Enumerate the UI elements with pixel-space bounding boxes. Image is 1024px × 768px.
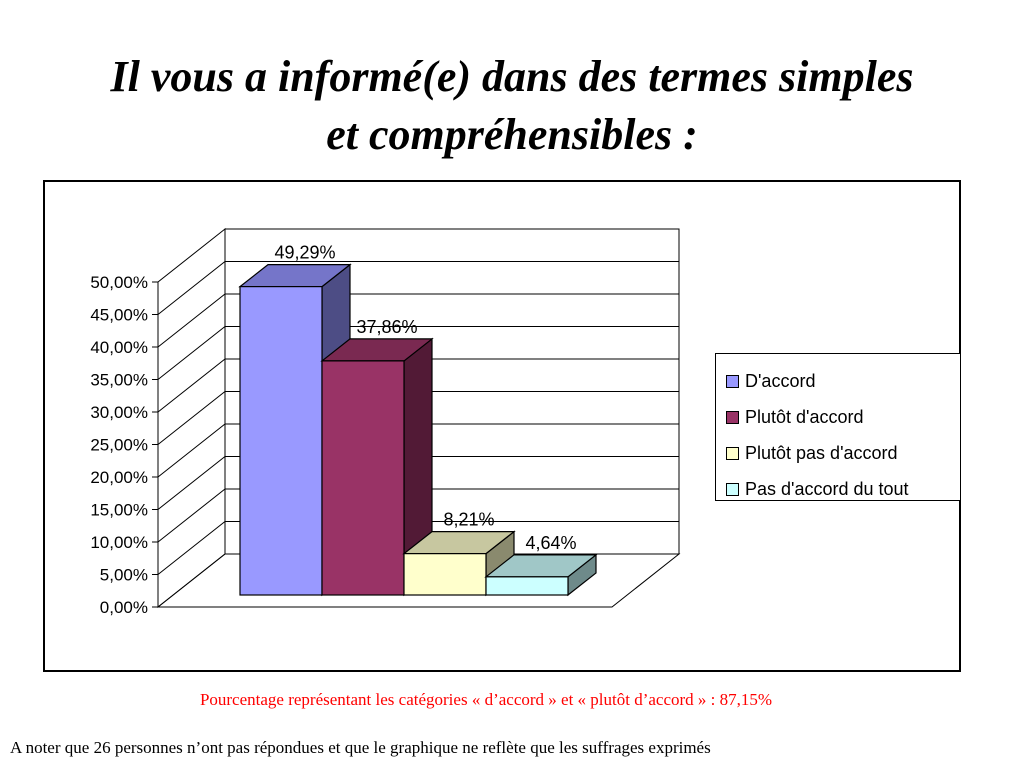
legend-label: Plutôt pas d'accord [745, 442, 898, 463]
y-tick-label: 35,00% [90, 371, 148, 390]
gridline [157, 521, 679, 575]
y-tick-label: 20,00% [90, 468, 148, 487]
bar [485, 576, 569, 596]
gridline [157, 488, 679, 543]
bar-chart: 0,00% 5,00% 10,00% 15,00% 20,00% 25,00% 30,00%… [90, 227, 681, 617]
legend-item: Plutôt d'accord [726, 399, 960, 435]
slide-title-line-1: Il vous a informé(e) dans des termes sim… [110, 52, 914, 101]
legend-item: Pas d'accord du tout [726, 471, 960, 507]
data-label: 8,21% [443, 510, 494, 530]
y-tick-label: 40,00% [90, 338, 148, 357]
footnote: A noter que 26 personnes n’ont pas répon… [10, 738, 711, 757]
y-tick-label: 0,00% [100, 598, 148, 617]
gridline [157, 391, 679, 445]
gridline [157, 456, 679, 510]
legend-swatch [726, 374, 739, 388]
legend-label: Pas d'accord du tout [745, 478, 909, 499]
y-tick-label: 5,00% [100, 566, 148, 585]
slide-title: Il vous a informé(e) dans des termes sim… [0, 48, 1024, 164]
y-tick-label: 10,00% [90, 533, 148, 552]
legend-swatch [726, 482, 739, 496]
y-tick-label: 30,00% [90, 403, 148, 422]
gridline [157, 358, 679, 413]
summary-note: Pourcentage représentant les catégories … [199, 690, 773, 709]
legend-swatch [726, 446, 739, 460]
bar [321, 360, 405, 596]
legend-item: D'accord [726, 363, 960, 399]
bar [403, 553, 487, 596]
bar [239, 286, 323, 596]
gridline [157, 423, 679, 478]
gridline [157, 293, 679, 348]
slide-title-line-2: et compréhensibles : [326, 110, 698, 159]
legend-swatch [726, 410, 739, 424]
gridline [157, 261, 679, 315]
legend-label: D'accord [745, 370, 816, 391]
legend-item: Plutôt pas d'accord [726, 435, 960, 471]
chart-legend: D'accord Plutôt d'accord Plutôt pas d'acco… [715, 353, 961, 501]
y-tick-label: 15,00% [90, 501, 148, 520]
y-tick-label: 25,00% [90, 436, 148, 455]
y-tick-label: 45,00% [90, 306, 148, 325]
y-tick-label: 50,00% [90, 273, 148, 292]
gridline [157, 326, 679, 380]
data-label: 37,86% [356, 317, 417, 337]
chart-area: 0,00% 5,00% 10,00% 15,00% 20,00% 25,00% 30,00%… [43, 180, 961, 672]
legend-label: Plutôt d'accord [745, 406, 864, 427]
data-label: 49,29% [274, 243, 335, 263]
data-label: 4,64% [525, 533, 576, 553]
